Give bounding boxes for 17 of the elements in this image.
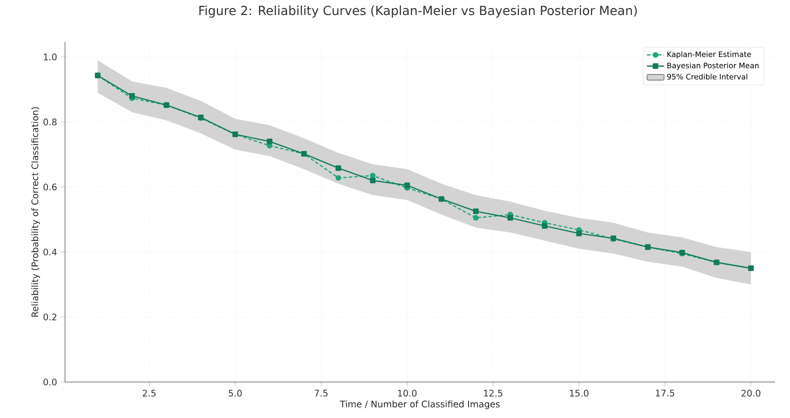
y-tick-label: 0.4 <box>43 248 57 256</box>
y-tick-label: 0.6 <box>43 184 57 190</box>
x-tick-label: 15.0 <box>570 390 588 397</box>
y-tick-label: 0.8 <box>43 118 57 126</box>
x-tick-label: 12.5 <box>484 390 502 397</box>
y-axis-title: Reliability (Probability of Correct Classification) <box>31 107 40 317</box>
x-tick-label: 5.0 <box>228 390 242 397</box>
x-tick-label: 10.0 <box>398 390 417 397</box>
x-axis-title: Time / Number of Classified Images <box>340 400 500 410</box>
x-tick-label: 17.5 <box>656 390 674 396</box>
y-tick-label: 0.2 <box>43 314 56 320</box>
x-tick-label: 2.5 <box>142 390 156 397</box>
x-tick-label: 20.0 <box>742 390 760 397</box>
x-tick-label: 7.5 <box>314 390 328 396</box>
y-tick-label: 1.0 <box>44 54 57 60</box>
y-tick-label: 0.0 <box>43 378 57 386</box>
chart-title: Figure 2: Reliability Curves (Kaplan-Meier vs Bayesian Posterior Mean) <box>199 6 637 18</box>
